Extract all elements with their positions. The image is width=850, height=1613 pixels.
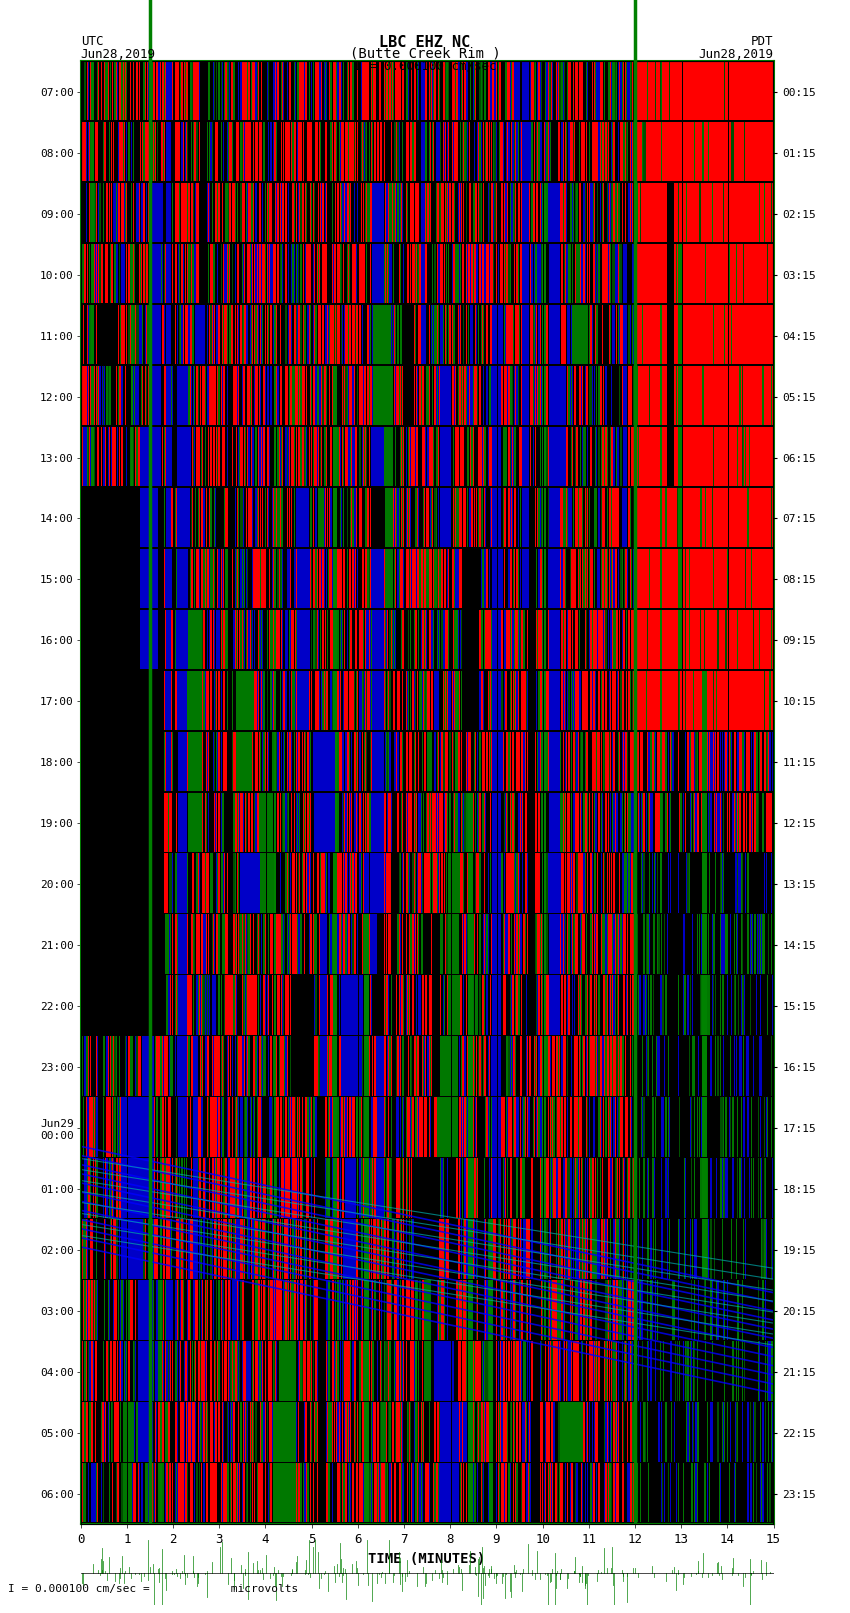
Text: (Butte Creek Rim ): (Butte Creek Rim ) [349,47,501,61]
Text: LBC EHZ NC: LBC EHZ NC [379,35,471,50]
Text: Jun28,2019: Jun28,2019 [699,48,774,61]
Text: Jun28,2019: Jun28,2019 [81,48,156,61]
Text: I = 0.000100 cm/sec: I = 0.000100 cm/sec [354,60,496,73]
X-axis label: TIME (MINUTES): TIME (MINUTES) [369,1552,485,1566]
Text: PDT: PDT [751,35,774,48]
Text: I = 0.000100 cm/sec =            microvolts: I = 0.000100 cm/sec = microvolts [8,1584,298,1594]
Text: UTC: UTC [81,35,103,48]
